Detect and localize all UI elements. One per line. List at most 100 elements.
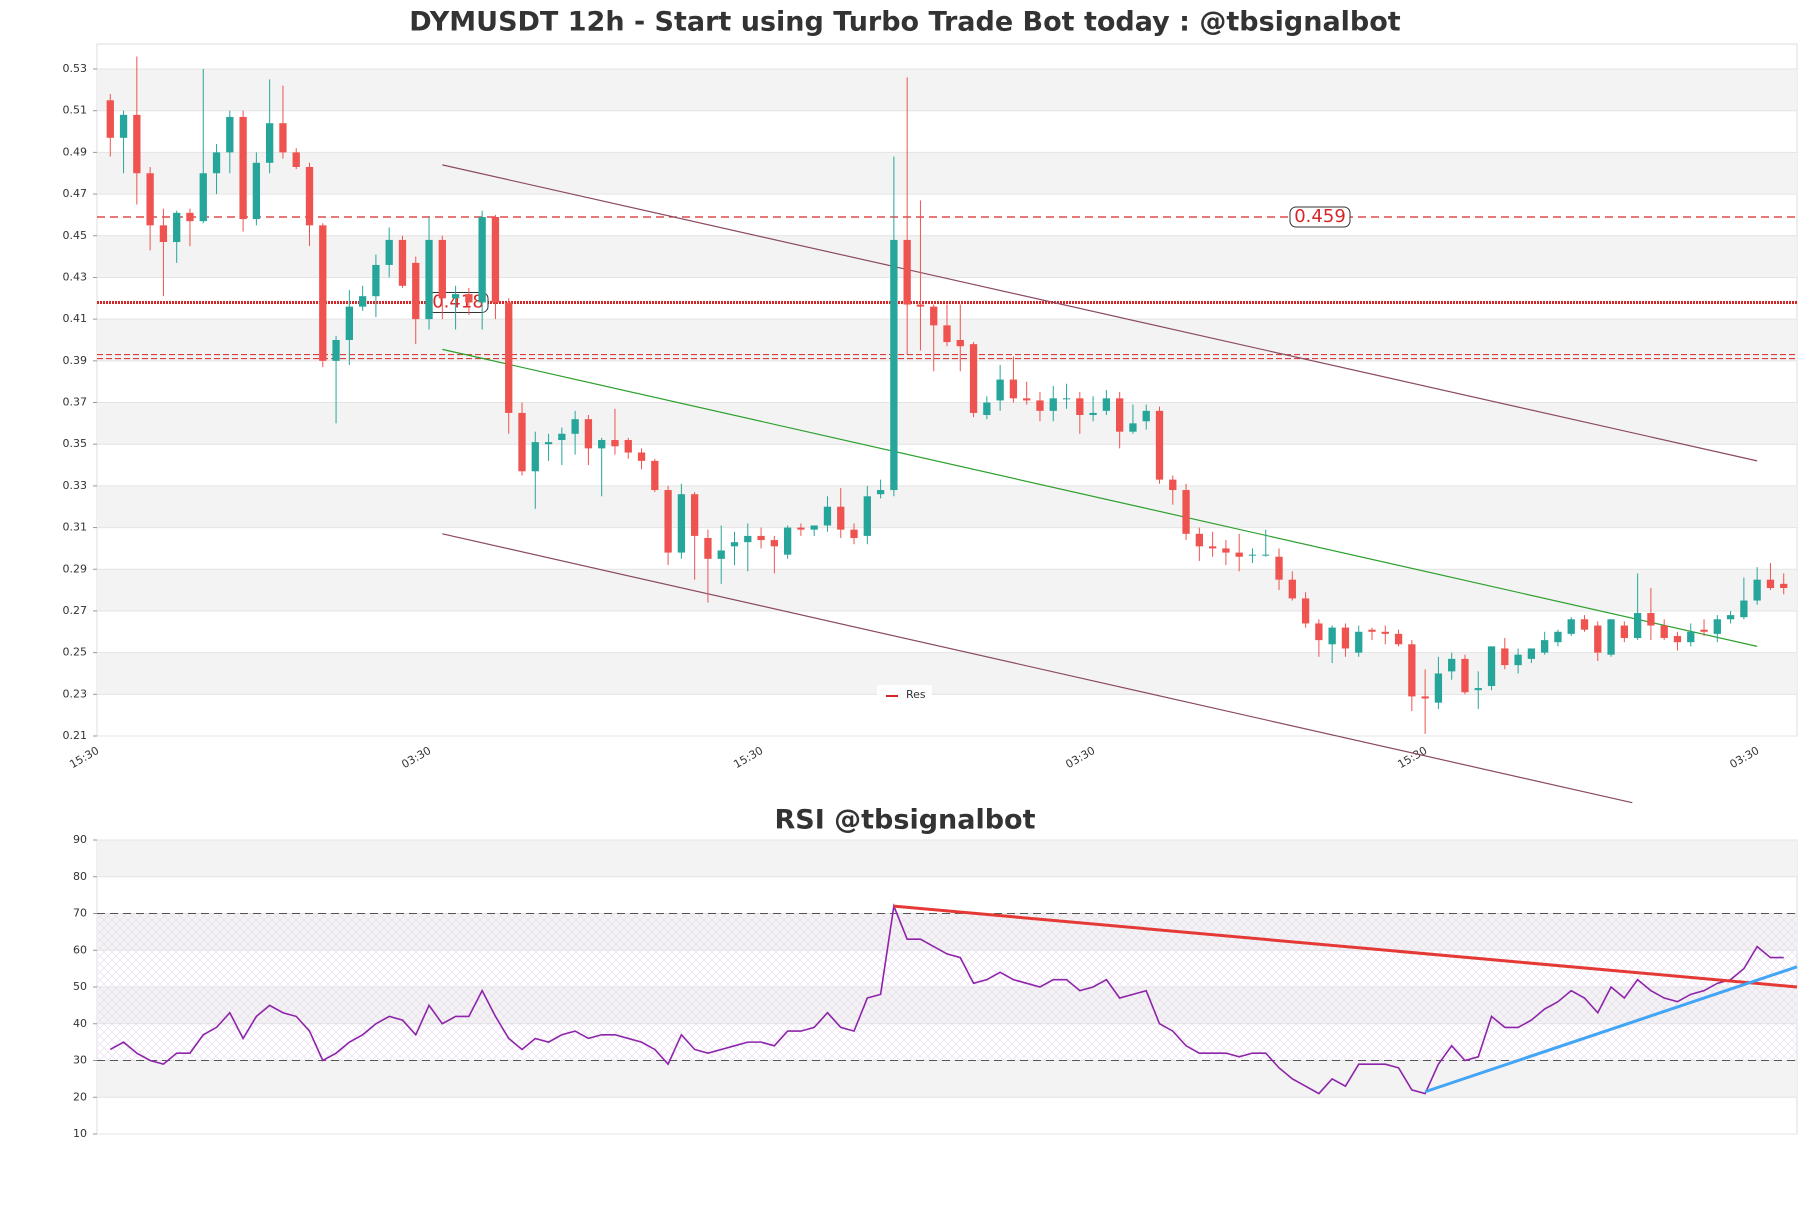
y-tick-label: 0.31	[63, 521, 88, 534]
candle-body	[1541, 640, 1549, 653]
candle-body	[651, 460, 659, 491]
candle-body	[1023, 398, 1031, 401]
candle-body	[332, 339, 340, 361]
candle-body	[797, 527, 805, 530]
legend-box	[877, 685, 932, 705]
candle-body	[1341, 627, 1350, 649]
candle-body	[385, 239, 393, 265]
candle-body	[518, 412, 526, 472]
candle-body	[1434, 673, 1443, 703]
candle-body	[1594, 625, 1602, 653]
candle-body	[637, 452, 646, 461]
candle-body	[279, 123, 287, 153]
candle-body	[823, 506, 832, 526]
candle-body	[1116, 398, 1124, 432]
candle-body	[398, 239, 407, 286]
candle-body	[598, 440, 606, 449]
candle-body	[1567, 619, 1575, 634]
y-tick-label: 40	[73, 1017, 87, 1030]
candle-body	[465, 294, 473, 303]
candle-body	[1182, 490, 1190, 534]
y-tick-label: 0.39	[63, 354, 88, 367]
y-tick-label: 0.37	[63, 396, 88, 409]
candle-body	[173, 212, 181, 243]
candle-body	[1142, 410, 1150, 422]
x-tick-label: 03:30	[1727, 744, 1761, 771]
candle-body	[1753, 579, 1761, 601]
candle-body	[438, 239, 446, 299]
grid-band	[97, 1060, 1797, 1098]
candle-body	[1248, 554, 1257, 556]
candle-body	[1155, 410, 1164, 480]
level-label-box	[1289, 206, 1351, 228]
y-tick-label: 80	[73, 870, 87, 883]
candle-body	[292, 152, 300, 167]
candle-body	[1275, 556, 1283, 580]
candle-body	[1740, 600, 1748, 618]
candle-body	[1487, 646, 1496, 686]
candle-body	[1036, 400, 1044, 411]
candle-body	[1474, 688, 1482, 691]
candle-body	[744, 535, 752, 543]
candle-body	[491, 217, 500, 303]
candle-body	[704, 537, 712, 559]
candle-body	[226, 116, 234, 153]
candle-body	[1222, 548, 1230, 553]
candle-body	[199, 173, 207, 222]
y-tick-label: 0.47	[63, 187, 88, 200]
candle-body	[943, 325, 951, 343]
x-tick-label: 03:30	[399, 744, 433, 771]
candle-body	[1328, 627, 1336, 645]
y-tick-label: 0.29	[63, 562, 88, 575]
candle-body	[1620, 625, 1628, 639]
candle-body	[119, 114, 128, 138]
candle-body	[1062, 398, 1071, 400]
candle-body	[252, 162, 261, 220]
y-tick-label: 0.33	[63, 479, 88, 492]
trend-line	[442, 164, 1758, 462]
y-tick-label: 20	[73, 1090, 87, 1103]
candle-body	[611, 440, 619, 447]
grid-band	[97, 69, 1797, 111]
y-tick-label: 0.43	[63, 270, 88, 283]
candle-body	[372, 264, 380, 297]
candle-body	[319, 225, 327, 361]
candle-body	[106, 100, 114, 138]
candle-body	[1673, 635, 1682, 643]
candle-body	[717, 550, 725, 559]
candle-body	[624, 440, 632, 453]
trend-line	[893, 904, 1798, 989]
candle-body	[850, 529, 858, 538]
candle-body	[1713, 619, 1721, 634]
candle-body	[1381, 631, 1389, 634]
y-tick-label: 90	[73, 833, 87, 846]
y-tick-label: 0.25	[63, 646, 88, 659]
candle-body	[1408, 644, 1416, 697]
y-tick-label: 10	[73, 1127, 87, 1140]
x-tick-label: 15:30	[67, 744, 101, 771]
grid-band	[97, 569, 1797, 611]
candle-body	[1461, 658, 1469, 693]
y-tick-label: 60	[73, 943, 87, 956]
candle-body	[358, 296, 367, 307]
candle-body	[1394, 633, 1403, 645]
y-tick-label: 0.35	[63, 437, 88, 450]
x-tick-label: 15:30	[731, 744, 765, 771]
candle-body	[1009, 379, 1018, 399]
candle-body	[558, 433, 566, 441]
candle-body	[969, 344, 978, 413]
rsi-band	[97, 913, 1797, 1061]
y-tick-label: 0.27	[63, 604, 88, 617]
candle-body	[863, 496, 871, 536]
candle-body	[1262, 554, 1270, 556]
candle-body	[903, 239, 911, 305]
candle-body	[1633, 613, 1642, 639]
candle-body	[1235, 552, 1243, 557]
candle-body	[1660, 625, 1668, 639]
x-tick-label: 15:30	[1395, 744, 1429, 771]
y-tick-label: 0.49	[63, 145, 88, 158]
chart-title: DYMUSDT 12h - Start using Turbo Trade Bo…	[409, 7, 1401, 38]
grid-band	[97, 235, 1797, 278]
candle-body	[584, 419, 593, 449]
candle-body	[1726, 615, 1735, 620]
